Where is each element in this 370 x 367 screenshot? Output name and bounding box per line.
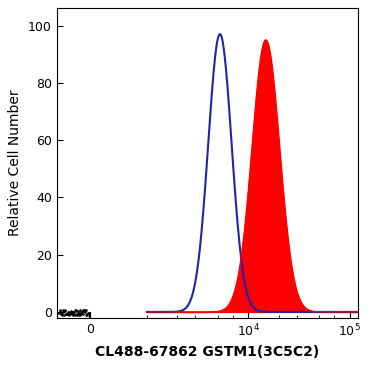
Point — [69, 311, 75, 317]
Point — [80, 307, 86, 313]
Point — [79, 309, 85, 315]
Point — [57, 307, 63, 313]
Point — [59, 312, 65, 317]
Point — [67, 312, 73, 317]
Point — [68, 310, 74, 316]
Point — [73, 307, 79, 313]
Point — [60, 308, 66, 313]
Point — [83, 312, 89, 318]
Point — [74, 311, 80, 317]
Point — [64, 311, 70, 317]
Point — [66, 309, 72, 315]
Point — [58, 309, 64, 315]
Point — [81, 308, 87, 314]
Point — [68, 308, 74, 314]
Point — [57, 310, 63, 316]
Point — [67, 310, 73, 316]
Point — [67, 311, 73, 317]
Point — [64, 311, 70, 317]
Point — [58, 312, 64, 317]
Point — [78, 309, 84, 315]
Point — [63, 311, 69, 317]
Point — [57, 308, 63, 314]
Point — [63, 311, 68, 317]
Point — [76, 310, 82, 316]
Point — [59, 312, 65, 318]
Point — [77, 311, 83, 317]
Point — [54, 310, 60, 316]
Point — [65, 311, 71, 317]
Point — [75, 312, 81, 317]
Point — [60, 309, 66, 315]
Point — [65, 309, 71, 315]
Point — [70, 309, 76, 315]
X-axis label: CL488-67862 GSTM1(3C5C2): CL488-67862 GSTM1(3C5C2) — [95, 345, 319, 359]
Point — [83, 307, 89, 313]
Point — [77, 312, 83, 318]
Point — [62, 308, 68, 313]
Point — [71, 309, 77, 315]
Point — [71, 312, 77, 317]
Point — [78, 310, 84, 316]
Point — [70, 312, 76, 318]
Point — [82, 309, 88, 315]
Point — [75, 309, 81, 315]
Point — [80, 309, 85, 315]
Point — [61, 312, 67, 318]
Y-axis label: Relative Cell Number: Relative Cell Number — [9, 90, 22, 236]
Point — [77, 307, 83, 313]
Point — [75, 310, 81, 316]
Point — [80, 311, 86, 317]
Point — [62, 307, 68, 313]
Point — [85, 310, 91, 316]
Point — [74, 312, 80, 318]
Point — [61, 308, 67, 314]
Point — [65, 310, 71, 316]
Point — [73, 308, 79, 314]
Point — [84, 311, 90, 317]
Point — [70, 309, 75, 315]
Point — [72, 307, 78, 313]
Point — [72, 312, 78, 318]
Point — [82, 307, 88, 313]
Point — [84, 312, 90, 318]
Point — [81, 307, 87, 313]
